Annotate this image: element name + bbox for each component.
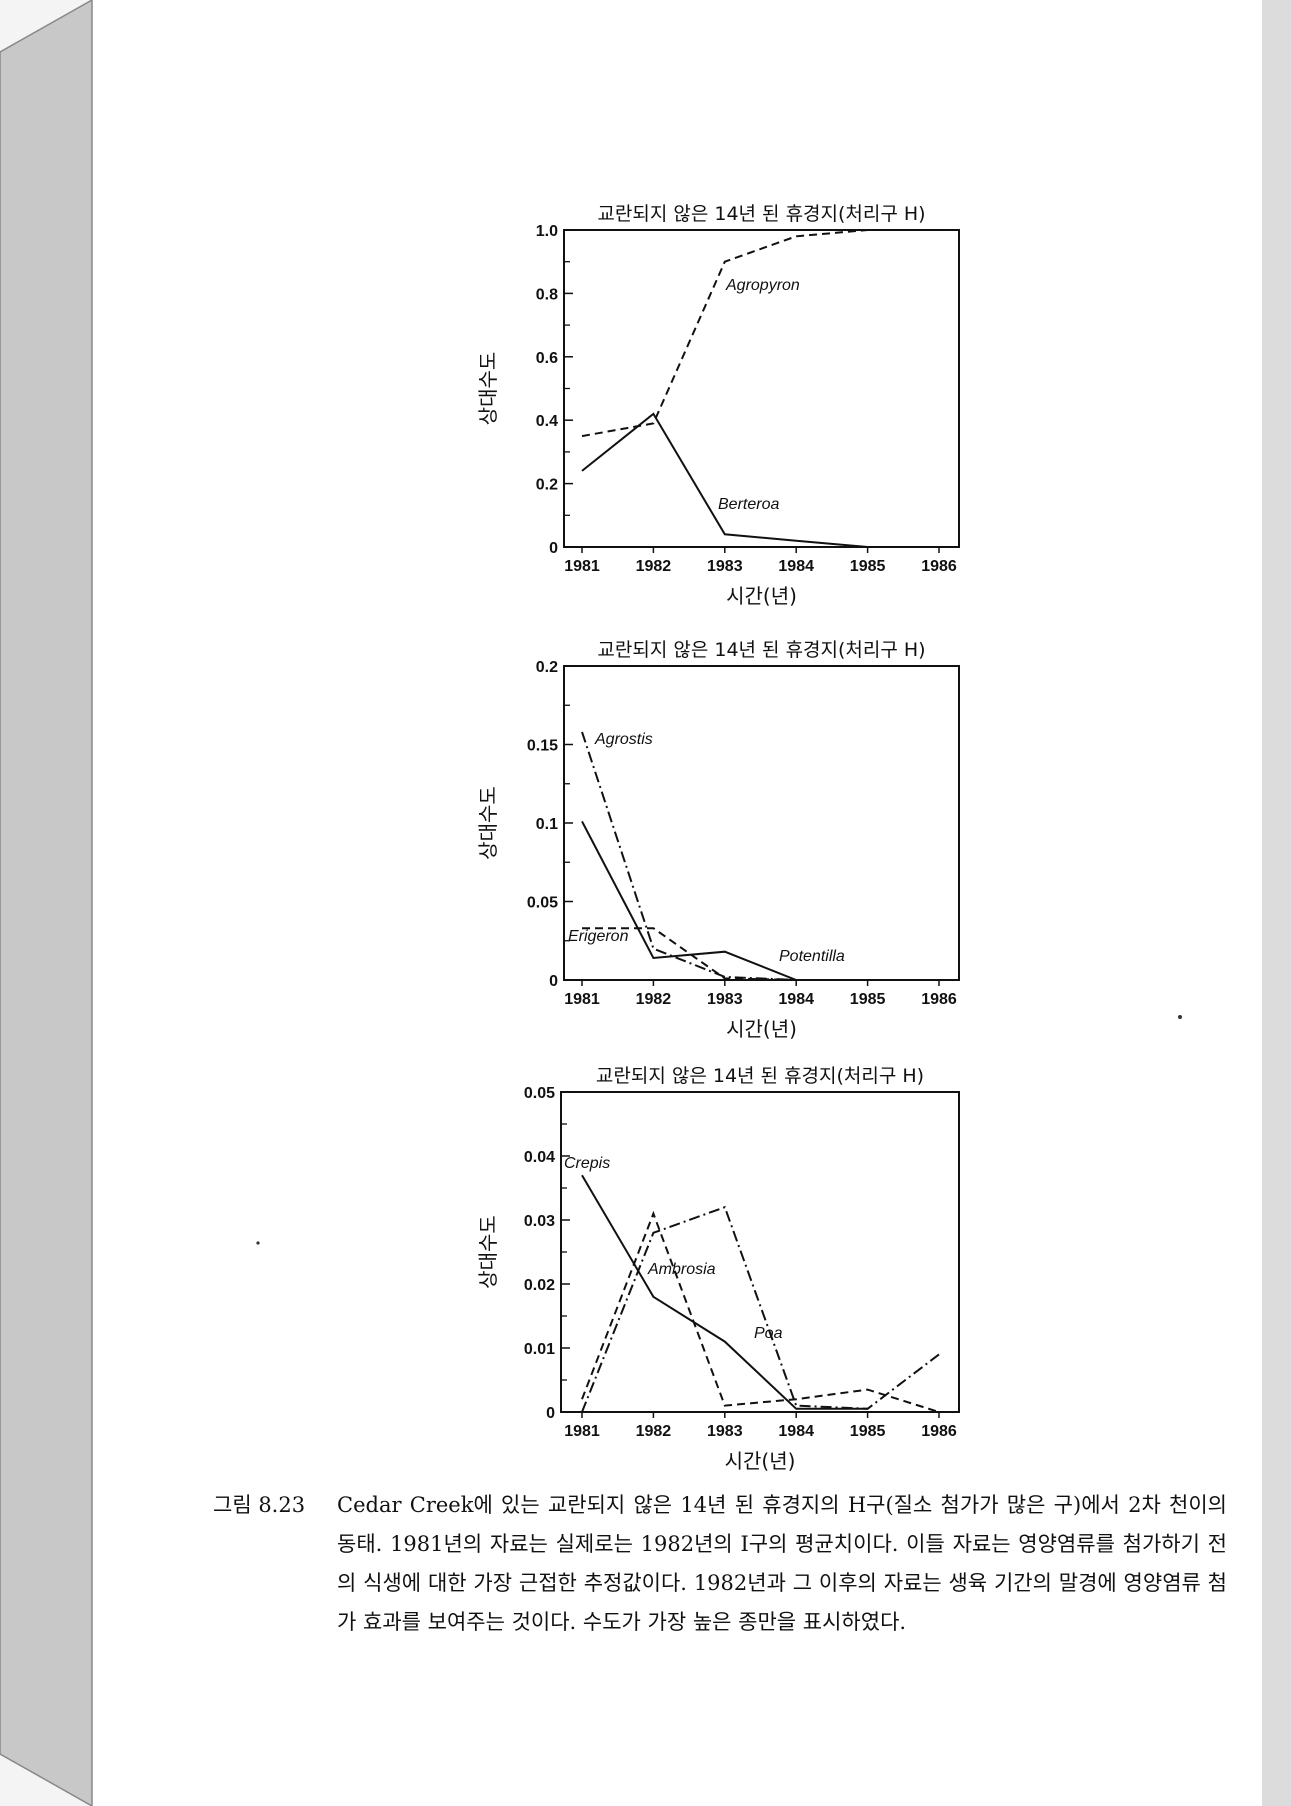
- y-tick-label: 0.01: [524, 1341, 555, 1358]
- chart-3: 교란되지 않은 14년 된 휴경지(처리구 H) 0 0.01 0.02 0.03 0.0…: [476, 1065, 960, 1473]
- x-tick-label: 1983: [707, 991, 743, 1008]
- x-tick-label: 1982: [636, 991, 672, 1008]
- y-tick-label: 0.8: [536, 286, 558, 303]
- series-line-agrostis: [581, 731, 939, 981]
- x-tick-label: 1984: [778, 1423, 814, 1440]
- series-label-erigeron: Erigeron: [568, 928, 629, 945]
- y-tick-label: 1.0: [536, 223, 558, 240]
- book-spine: [0, 0, 93, 1806]
- chart-title: 교란되지 않은 14년 된 휴경지(처리구 H): [597, 203, 925, 225]
- page-edge: [1262, 0, 1291, 1806]
- x-tick-label: 1981: [564, 991, 600, 1008]
- x-tick-label: 1983: [707, 558, 743, 575]
- x-tick-label: 1986: [921, 558, 957, 575]
- y-tick-label: 0.02: [524, 1277, 555, 1294]
- series-line-potentilla: [581, 820, 939, 981]
- y-tick-label: 0: [549, 973, 558, 990]
- x-tick-label: 1986: [921, 991, 957, 1008]
- series-label-potentilla: Potentilla: [779, 948, 845, 965]
- y-tick-label: 0: [546, 1405, 555, 1422]
- series-label-poa: Poa: [754, 1325, 783, 1342]
- chart-title: 교란되지 않은 14년 된 휴경지(처리구 H): [597, 639, 925, 661]
- x-axis-label: 시간(년): [726, 584, 797, 608]
- y-tick-label: 0.1: [536, 816, 558, 833]
- y-axis-label: 상대수도: [476, 352, 500, 426]
- x-tick-label: 1981: [564, 558, 600, 575]
- series-label-agrostis: Agrostis: [594, 731, 653, 748]
- x-tick-label: 1985: [850, 991, 886, 1008]
- charts: 교란되지 않은 14년 된 휴경지(처리구 H) 0 0.2 0.4 0.6 0.8 1.0…: [476, 203, 960, 1473]
- series-label-ambrosia: Ambrosia: [647, 1261, 716, 1278]
- scan-speck: [1178, 1015, 1182, 1019]
- y-axis-label: 상대수도: [476, 786, 500, 860]
- y-tick-label: 0.2: [536, 659, 558, 676]
- figure-caption-text: Cedar Creek에 있는 교란되지 않은 14년 된 휴경지의 H구(질소…: [337, 1493, 1227, 1634]
- y-tick-label: 0.05: [524, 1085, 555, 1102]
- page-sheet: [92, 0, 1267, 1806]
- x-tick-label: 1982: [636, 1423, 672, 1440]
- y-tick-label: 0.04: [524, 1149, 555, 1166]
- x-tick-label: 1985: [850, 1423, 886, 1440]
- chart-1: 교란되지 않은 14년 된 휴경지(처리구 H) 0 0.2 0.4 0.6 0.8 1.0…: [476, 203, 960, 608]
- y-axis-label: 상대수도: [476, 1215, 500, 1289]
- x-tick-label: 1984: [778, 558, 814, 575]
- y-tick-label: 0: [549, 540, 558, 557]
- chart-2: 교란되지 않은 14년 된 휴경지(처리구 H) 0 0.05 0.1 0.15 0.2 1…: [476, 639, 960, 1041]
- y-tick-label: 0.4: [536, 413, 558, 430]
- y-tick-label: 0.6: [536, 350, 558, 367]
- y-tick-label: 0.03: [524, 1213, 555, 1230]
- series-label-crepis: Crepis: [564, 1155, 610, 1172]
- chart-title: 교란되지 않은 14년 된 휴경지(처리구 H): [596, 1065, 924, 1087]
- x-tick-label: 1984: [778, 991, 814, 1008]
- x-tick-label: 1982: [636, 558, 672, 575]
- x-tick-label: 1983: [707, 1423, 743, 1440]
- series-label-agropyron: Agropyron: [725, 277, 800, 294]
- x-tick-label: 1981: [564, 1423, 600, 1440]
- x-tick-label: 1985: [850, 558, 886, 575]
- series-line-agropyron: [581, 229, 939, 438]
- series-label-berteroa: Berteroa: [718, 496, 779, 513]
- series-line-berteroa: [581, 412, 939, 548]
- x-tick-label: 1986: [921, 1423, 957, 1440]
- scan-speck: [256, 1241, 260, 1245]
- figure-caption-label: 그림 8.23: [213, 1493, 306, 1517]
- x-axis-label: 시간(년): [725, 1449, 796, 1473]
- y-tick-label: 0.05: [527, 895, 558, 912]
- series-line-crepis: [581, 1174, 868, 1410]
- y-tick-label: 0.15: [527, 738, 558, 755]
- x-axis-label: 시간(년): [726, 1017, 797, 1041]
- y-tick-label: 0.2: [536, 477, 558, 494]
- series-line-ambrosia: [581, 1210, 940, 1413]
